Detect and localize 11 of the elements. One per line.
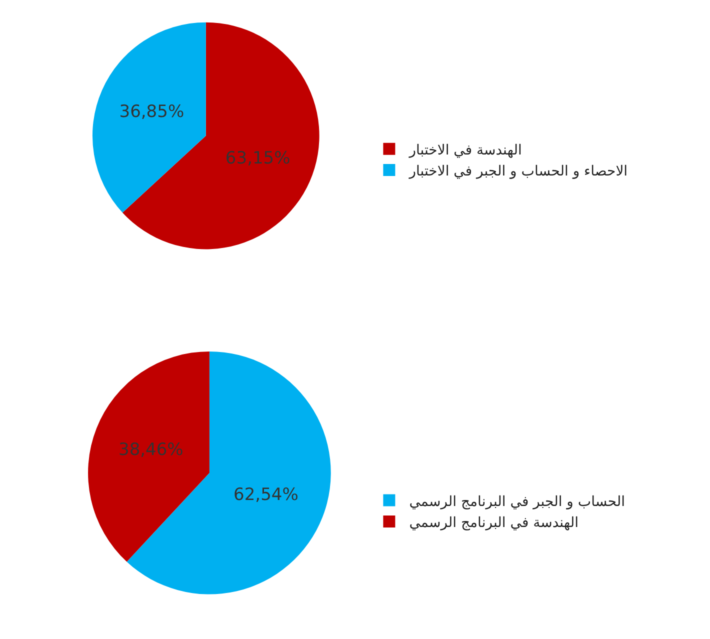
legend-label: الاحصاء و الحساب و الجبر في الاختبار [408, 164, 628, 180]
pie-slice [122, 22, 320, 250]
data-label: 63,15% [225, 148, 290, 169]
data-label: 62,54% [234, 485, 298, 506]
legend-label: الحساب و الجبر في البرنامج الرسمي [409, 494, 626, 510]
legend-label: الهندسة في البرنامج الرسمي [409, 514, 579, 531]
data-label: 36,85% [119, 102, 184, 122]
pie-slice [88, 351, 210, 562]
legend-label: الهندسة في الاختبار [408, 142, 522, 158]
data-label: 38,46% [118, 440, 184, 460]
pie-slice [92, 22, 206, 213]
